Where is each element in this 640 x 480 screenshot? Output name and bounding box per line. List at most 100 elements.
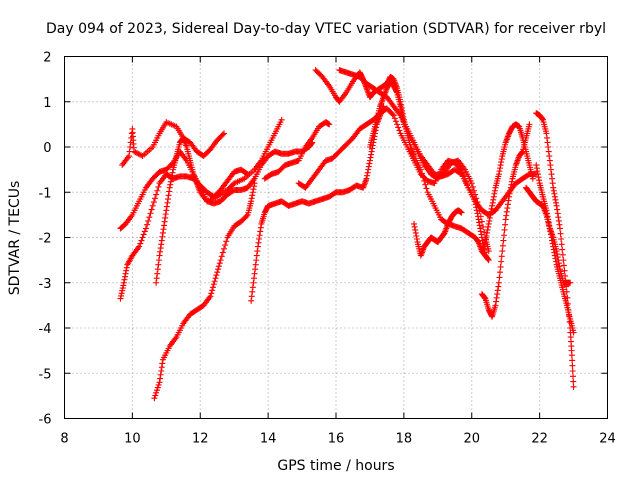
data-point — [557, 230, 564, 237]
data-point — [155, 261, 162, 268]
data-point — [506, 190, 513, 197]
data-point — [471, 187, 478, 194]
data-point — [158, 237, 165, 244]
data-point — [497, 263, 504, 270]
data-point — [500, 232, 507, 239]
data-point — [366, 160, 373, 167]
data-point — [120, 282, 127, 289]
x-tick-label: 14 — [260, 432, 277, 447]
data-point — [150, 199, 157, 206]
data-point — [569, 373, 576, 380]
x-tick-label: 12 — [192, 432, 209, 447]
data-point — [468, 180, 475, 187]
data-point — [412, 229, 419, 236]
data-point — [469, 183, 476, 190]
data-point — [553, 202, 560, 209]
data-point — [485, 223, 492, 230]
data-point — [250, 183, 257, 190]
data-point — [122, 270, 129, 277]
data-point — [477, 225, 484, 232]
series-track-l — [411, 207, 465, 259]
data-point — [494, 287, 501, 294]
data-points — [117, 67, 577, 402]
y-tick-label: -4 — [39, 322, 52, 337]
data-point — [546, 222, 553, 229]
data-point — [546, 225, 553, 232]
data-point — [395, 124, 402, 131]
data-point — [215, 266, 222, 273]
axis-ticks — [64, 56, 608, 419]
data-point — [529, 175, 536, 182]
data-point — [128, 130, 135, 137]
data-point — [389, 111, 396, 118]
data-point — [121, 276, 128, 283]
data-point — [549, 180, 556, 187]
data-point — [497, 162, 504, 169]
data-point — [495, 279, 502, 286]
data-point — [549, 175, 556, 182]
data-point — [476, 208, 483, 215]
data-point — [145, 217, 152, 224]
data-point — [534, 168, 541, 175]
data-point — [367, 154, 374, 161]
data-point — [155, 183, 162, 190]
data-point — [485, 256, 492, 263]
data-point — [255, 239, 262, 246]
data-point — [502, 221, 509, 228]
data-point — [498, 253, 505, 260]
data-point — [326, 121, 333, 128]
data-point — [551, 193, 558, 200]
data-point — [526, 121, 533, 128]
data-point — [139, 234, 146, 241]
data-point — [533, 162, 540, 169]
data-point — [550, 184, 557, 191]
series-track-f — [248, 103, 387, 304]
data-point — [364, 169, 371, 176]
x-tick-label: 22 — [531, 432, 548, 447]
series-track-n — [478, 121, 536, 255]
data-point — [137, 240, 144, 247]
data-point — [368, 148, 375, 155]
data-point — [213, 272, 220, 279]
data-point — [221, 245, 228, 252]
data-point — [158, 241, 165, 248]
data-point — [552, 196, 559, 203]
data-point — [397, 103, 404, 110]
data-point — [153, 191, 160, 198]
data-point — [223, 238, 230, 245]
data-point — [118, 290, 125, 297]
data-point — [117, 295, 124, 302]
data-point — [168, 172, 175, 179]
data-point — [251, 270, 258, 277]
data-point — [497, 269, 504, 276]
data-point — [152, 392, 159, 399]
data-point — [154, 270, 161, 277]
data-point — [157, 375, 164, 382]
data-point — [257, 228, 264, 235]
data-point — [493, 294, 500, 301]
data-point — [543, 130, 550, 137]
data-point — [559, 251, 566, 258]
y-tick-label: 2 — [43, 51, 51, 66]
data-point — [127, 144, 134, 150]
data-point — [149, 202, 156, 209]
y-axis-label: SDTVAR / TECUs — [7, 181, 23, 296]
data-point — [476, 222, 483, 229]
data-point — [144, 221, 151, 228]
data-point — [498, 159, 505, 166]
data-point — [162, 211, 169, 218]
data-point — [215, 263, 222, 270]
data-point — [153, 279, 160, 286]
data-point — [412, 226, 419, 233]
data-point — [474, 199, 481, 206]
data-point — [570, 329, 577, 336]
data-point — [491, 187, 498, 194]
data-point — [249, 284, 256, 291]
data-point — [502, 216, 509, 223]
data-point — [248, 195, 255, 202]
data-point — [490, 196, 497, 203]
data-point — [243, 213, 250, 220]
data-point — [547, 166, 554, 173]
data-point — [249, 189, 256, 196]
data-point — [216, 260, 223, 267]
